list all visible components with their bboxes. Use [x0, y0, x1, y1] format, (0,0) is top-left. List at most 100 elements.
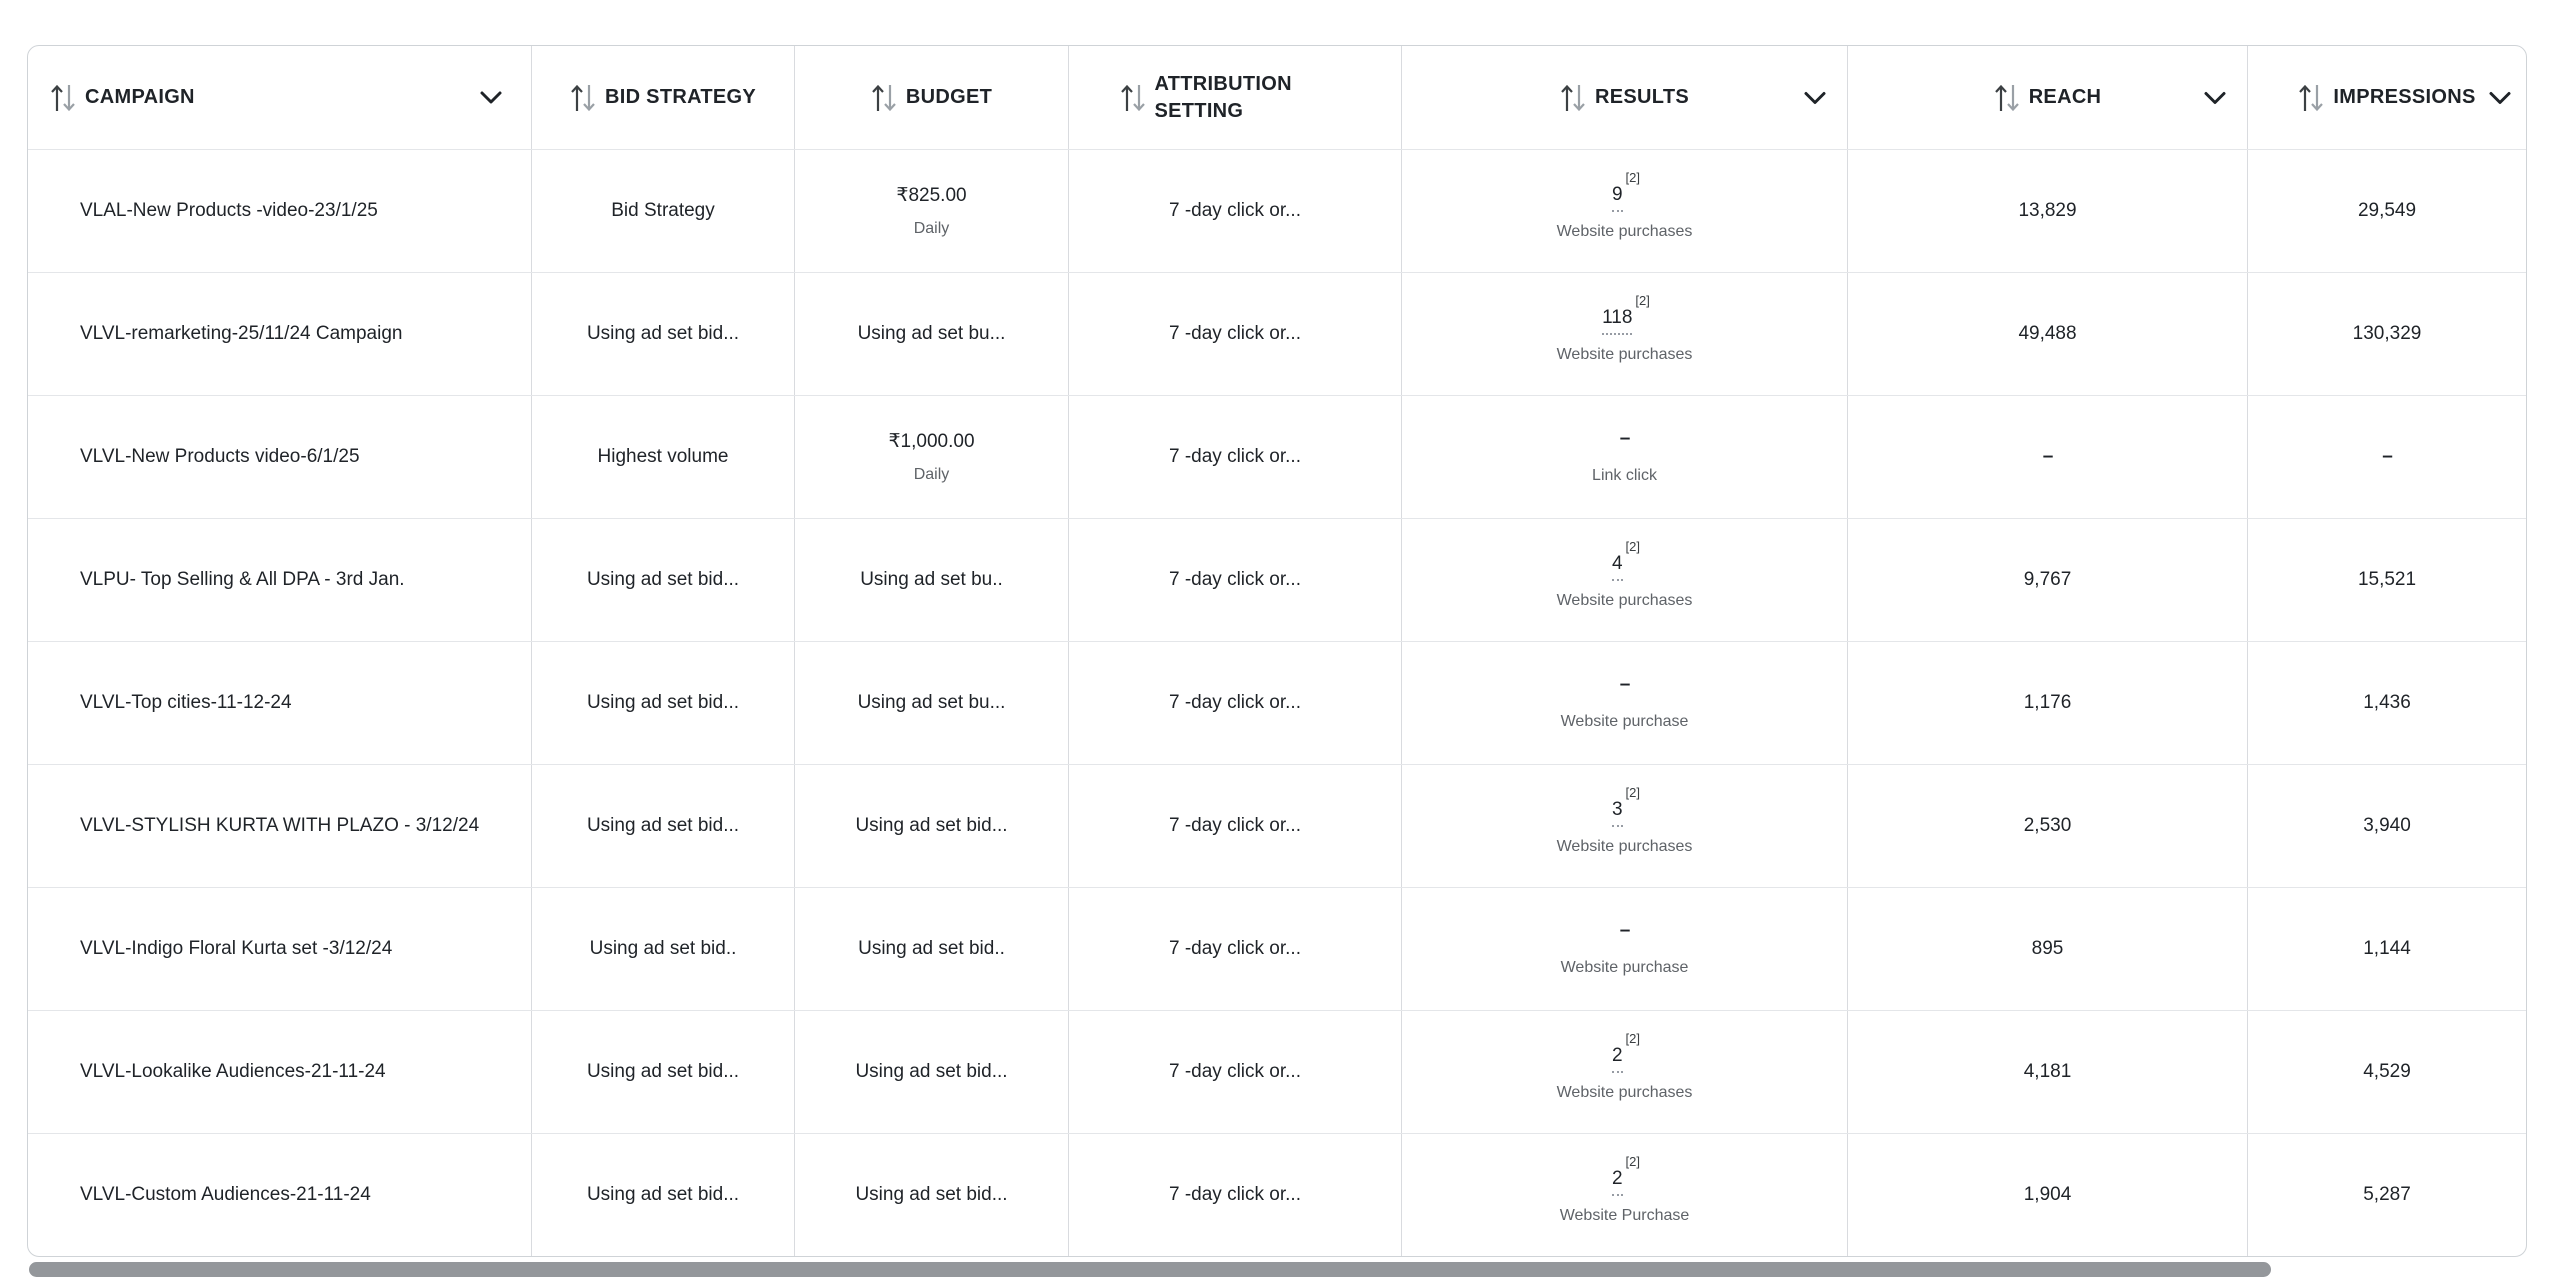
- result-type-label: Website purchases: [1556, 837, 1693, 855]
- bid-strategy-cell: Using ad set bid...: [532, 273, 795, 395]
- column-label: REACH: [2028, 86, 2102, 108]
- result-value: –: [1619, 920, 1631, 941]
- impressions-cell: 5,287: [2363, 1184, 2411, 1205]
- campaign-name-cell[interactable]: VLVL-STYLISH KURTA WITH PLAZO - 3/12/24: [28, 765, 532, 887]
- results-cell: 4[2] Website purchases: [1402, 519, 1848, 641]
- campaign-name[interactable]: VLVL-New Products video-6/1/25: [80, 446, 360, 467]
- budget-value: ₹1,000.00: [888, 431, 975, 452]
- column-header-budget[interactable]: BUDGET: [795, 46, 1069, 149]
- column-header-attribution-setting[interactable]: ATTRIBUTION SETTING: [1069, 46, 1402, 149]
- campaign-name-cell[interactable]: VLVL-Lookalike Audiences-21-11-24: [28, 1011, 532, 1133]
- sort-icon[interactable]: [1994, 82, 2020, 114]
- campaign-name[interactable]: VLVL-Custom Audiences-21-11-24: [80, 1184, 371, 1205]
- result-type-label: Website purchase: [1560, 959, 1689, 976]
- campaign-name-cell[interactable]: VLPU- Top Selling & All DPA - 3rd Jan.: [28, 519, 532, 641]
- result-type-label: Website purchases: [1556, 345, 1693, 363]
- bid-strategy-cell: Bid Strategy: [532, 150, 795, 272]
- campaign-name-cell[interactable]: VLVL-Top cities-11-12-24: [28, 642, 532, 764]
- result-value[interactable]: 2: [1611, 1044, 1623, 1073]
- budget-period: Daily: [913, 466, 950, 483]
- result-footnote: [2]: [1625, 785, 1641, 801]
- bid-strategy-cell: Using ad set bid...: [532, 519, 795, 641]
- horizontal-scrollbar-thumb[interactable]: [29, 1262, 2271, 1277]
- column-header-bid-strategy[interactable]: BID STRATEGY: [532, 46, 795, 149]
- attribution-cell: 7 -day click or...: [1069, 888, 1402, 1010]
- campaign-name-cell[interactable]: VLVL-Indigo Floral Kurta set -3/12/24: [28, 888, 532, 1010]
- results-cell: 9[2] Website purchases: [1402, 150, 1848, 272]
- reach-cell: –: [1848, 396, 2248, 518]
- budget-cell: Using ad set bid...: [795, 765, 1069, 887]
- campaign-name-cell[interactable]: VLVL-remarketing-25/11/24 Campaign: [28, 273, 532, 395]
- sort-icon[interactable]: [1120, 82, 1146, 114]
- table-row: VLVL-Lookalike Audiences-21-11-24 Using …: [28, 1010, 2526, 1133]
- sort-icon[interactable]: [871, 82, 897, 114]
- bid-strategy-cell: Using ad set bid...: [532, 642, 795, 764]
- chevron-down-icon[interactable]: [479, 90, 503, 105]
- result-value[interactable]: 4: [1611, 552, 1623, 581]
- chevron-down-icon[interactable]: [2203, 90, 2227, 105]
- campaign-name[interactable]: VLVL-remarketing-25/11/24 Campaign: [80, 323, 403, 344]
- column-label: BID STRATEGY: [604, 86, 756, 108]
- campaign-name[interactable]: VLVL-Top cities-11-12-24: [80, 692, 292, 713]
- result-value[interactable]: 2: [1611, 1167, 1623, 1196]
- results-cell: – Link click: [1402, 396, 1848, 518]
- bid-strategy-cell: Using ad set bid..: [532, 888, 795, 1010]
- result-type-label: Website purchases: [1556, 591, 1693, 609]
- table-row: VLVL-New Products video-6/1/25 Highest v…: [28, 395, 2526, 518]
- column-header-reach[interactable]: REACH: [1848, 46, 2248, 149]
- result-value[interactable]: 3: [1611, 798, 1623, 827]
- result-value[interactable]: 118: [1602, 306, 1633, 335]
- result-value[interactable]: 9: [1611, 183, 1623, 212]
- sort-icon[interactable]: [2298, 82, 2324, 114]
- table-row: VLVL-STYLISH KURTA WITH PLAZO - 3/12/24 …: [28, 764, 2526, 887]
- sort-icon[interactable]: [570, 82, 596, 114]
- column-header-campaign[interactable]: CAMPAIGN: [28, 46, 532, 149]
- chevron-down-icon[interactable]: [1803, 90, 1827, 105]
- budget-cell: Using ad set bu...: [795, 642, 1069, 764]
- column-label: BUDGET: [905, 86, 993, 108]
- budget-cell: ₹825.00 Daily: [795, 150, 1069, 272]
- attribution-cell: 7 -day click or...: [1069, 519, 1402, 641]
- chevron-down-icon[interactable]: [2488, 90, 2512, 105]
- sort-icon[interactable]: [1560, 82, 1586, 114]
- attribution-cell: 7 -day click or...: [1069, 765, 1402, 887]
- campaign-name-cell[interactable]: VLVL-Custom Audiences-21-11-24: [28, 1134, 532, 1256]
- reach-cell: 895: [1848, 888, 2248, 1010]
- reach-cell: 4,181: [1848, 1011, 2248, 1133]
- attribution-cell: 7 -day click or...: [1069, 273, 1402, 395]
- campaign-name-cell[interactable]: VLVL-New Products video-6/1/25: [28, 396, 532, 518]
- result-value: –: [1619, 674, 1631, 695]
- result-footnote: [2]: [1635, 293, 1650, 309]
- table-header: CAMPAIGN BID STRATEGY BUDGET ATTRIBUTION…: [28, 46, 2526, 149]
- reach-cell: 13,829: [1848, 150, 2248, 272]
- column-header-impressions[interactable]: IMPRESSIONS: [2248, 46, 2526, 149]
- campaign-name[interactable]: VLAL-New Products -video-23/1/25: [80, 200, 378, 221]
- column-header-results[interactable]: RESULTS: [1402, 46, 1848, 149]
- campaign-name-cell[interactable]: VLAL-New Products -video-23/1/25: [28, 150, 532, 272]
- campaign-name[interactable]: VLVL-STYLISH KURTA WITH PLAZO - 3/12/24: [80, 815, 480, 836]
- campaign-name[interactable]: VLVL-Lookalike Audiences-21-11-24: [80, 1061, 386, 1082]
- column-label: CAMPAIGN: [85, 86, 195, 108]
- sort-icon[interactable]: [50, 82, 76, 114]
- column-label: RESULTS: [1595, 86, 1689, 108]
- reach-cell: 2,530: [1848, 765, 2248, 887]
- attribution-cell: 7 -day click or...: [1069, 1134, 1402, 1256]
- table-row: VLAL-New Products -video-23/1/25 Bid Str…: [28, 149, 2526, 272]
- impressions-cell: 130,329: [2352, 323, 2422, 344]
- impressions-cell: –: [2382, 446, 2393, 467]
- result-type-label: Website purchases: [1556, 222, 1693, 240]
- reach-cell: 49,488: [1848, 273, 2248, 395]
- result-value: –: [1619, 428, 1631, 449]
- impressions-cell: 3,940: [2363, 815, 2411, 836]
- impressions-cell: 15,521: [2357, 569, 2417, 590]
- campaign-name[interactable]: VLVL-Indigo Floral Kurta set -3/12/24: [80, 938, 393, 959]
- budget-cell: ₹1,000.00 Daily: [795, 396, 1069, 518]
- result-type-label: Website purchase: [1560, 713, 1689, 730]
- bid-strategy-cell: Using ad set bid...: [532, 765, 795, 887]
- results-cell: 2[2] Website Purchase: [1402, 1134, 1848, 1256]
- table-row: VLPU- Top Selling & All DPA - 3rd Jan. U…: [28, 518, 2526, 641]
- campaign-name[interactable]: VLPU- Top Selling & All DPA - 3rd Jan.: [80, 569, 405, 590]
- table-row: VLVL-Top cities-11-12-24 Using ad set bi…: [28, 641, 2526, 764]
- budget-cell: Using ad set bu..: [795, 519, 1069, 641]
- result-footnote: [2]: [1625, 539, 1641, 555]
